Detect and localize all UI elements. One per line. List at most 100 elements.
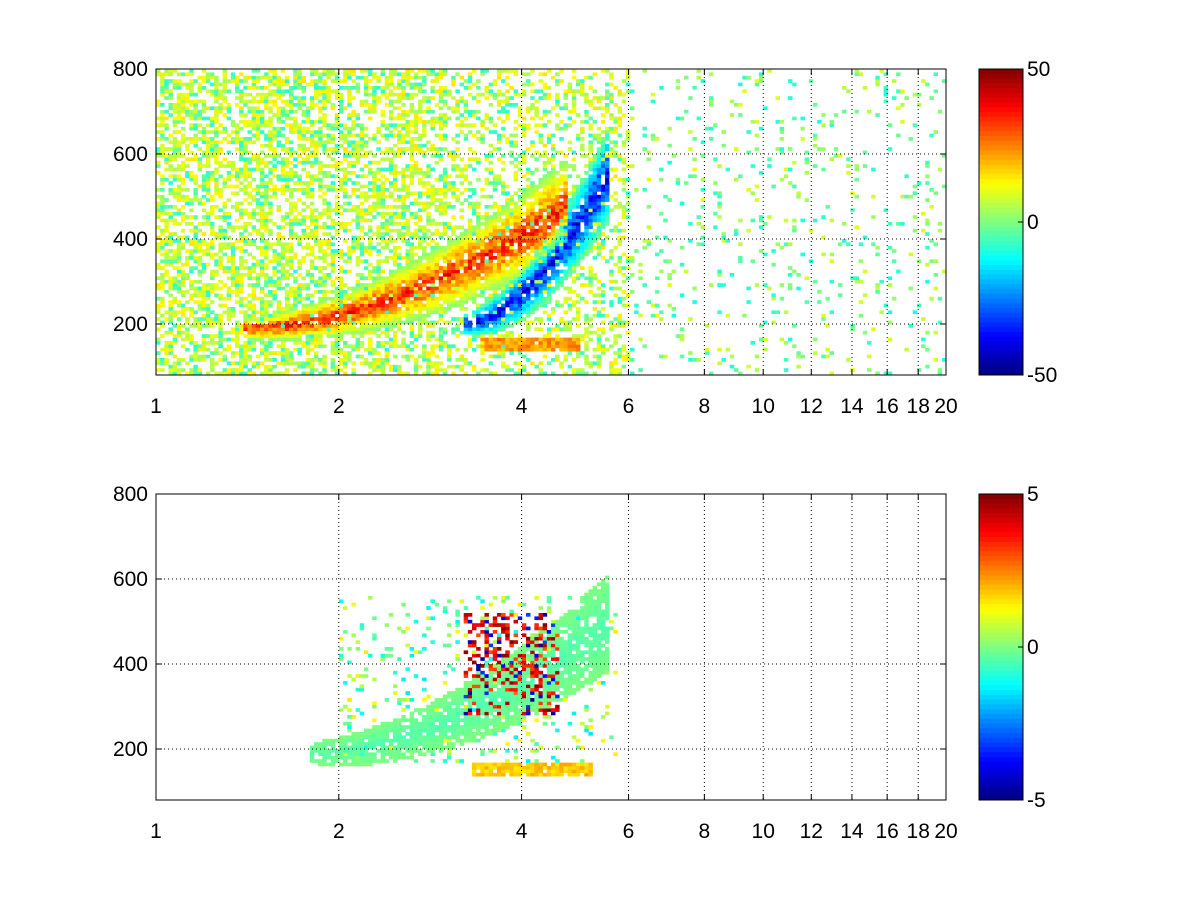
heatmap-cell (156, 341, 161, 345)
heatmap-cell (530, 239, 535, 243)
heatmap-cell (484, 324, 489, 328)
heatmap-cell (322, 103, 327, 107)
heatmap-cell (247, 211, 252, 216)
heatmap-cell (513, 252, 519, 257)
heatmap-cell (492, 256, 498, 260)
heatmap-cell (189, 252, 194, 257)
heatmap-cell (226, 184, 232, 189)
heatmap-cell (235, 75, 240, 80)
heatmap-cell (338, 205, 344, 209)
heatmap-cell (438, 147, 444, 151)
heatmap-cell (297, 300, 302, 304)
heatmap-cell (434, 303, 440, 308)
heatmap-cell (438, 198, 444, 202)
heatmap-cell (160, 116, 165, 121)
heatmap-cell (422, 79, 427, 83)
heatmap-cell (176, 167, 182, 172)
heatmap-cell (193, 371, 198, 376)
heatmap-cell (247, 92, 252, 97)
heatmap-cell (476, 334, 481, 338)
heatmap-cell (289, 293, 294, 298)
heatmap-cell (488, 89, 494, 94)
heatmap-cell (476, 269, 481, 274)
heatmap-cell (513, 266, 519, 270)
heatmap-cell (467, 242, 473, 247)
heatmap-cell (176, 113, 182, 117)
heatmap-cell (301, 371, 306, 376)
heatmap-cell (172, 194, 178, 199)
heatmap-cell (189, 123, 194, 128)
heatmap-cell (243, 358, 248, 362)
heatmap-cell (376, 344, 381, 349)
heatmap-cell (488, 215, 494, 219)
heatmap-cell (393, 324, 398, 328)
heatmap-cell (280, 324, 286, 328)
heatmap-cell (530, 242, 535, 247)
heatmap-cell (447, 106, 452, 111)
heatmap-cell (289, 96, 294, 100)
heatmap-cell (530, 235, 535, 240)
heatmap-cell (534, 293, 539, 298)
heatmap-cell (492, 262, 498, 267)
heatmap-cell (156, 201, 161, 206)
heatmap-cell (484, 245, 489, 250)
heatmap-cell (180, 324, 186, 328)
heatmap-cell (513, 256, 519, 260)
heatmap-cell (338, 137, 344, 141)
heatmap-cell (201, 79, 207, 83)
heatmap-cell (530, 283, 535, 287)
heatmap-cell (505, 69, 510, 73)
heatmap-cell (189, 222, 194, 226)
heatmap-cell (397, 228, 402, 233)
heatmap-cell (264, 368, 269, 372)
heatmap-cell (505, 99, 510, 104)
heatmap-cell (280, 354, 286, 359)
heatmap-cell (430, 256, 435, 260)
heatmap-cell (239, 310, 244, 315)
heatmap-cell (409, 191, 415, 196)
heatmap-cell (314, 140, 319, 145)
heatmap-cell (530, 82, 535, 87)
heatmap-cell (251, 262, 257, 267)
heatmap-cell (156, 283, 161, 287)
heatmap-cell (438, 307, 444, 311)
heatmap-cell (542, 245, 548, 250)
heatmap-cell (463, 293, 469, 298)
heatmap-cell (251, 334, 257, 338)
heatmap-cell (239, 245, 244, 250)
heatmap-cell (160, 361, 165, 366)
heatmap-cell (492, 279, 498, 284)
heatmap-cell (214, 252, 219, 257)
heatmap-cell (451, 191, 456, 196)
heatmap-cell (189, 269, 194, 274)
heatmap-cell (509, 276, 514, 281)
heatmap-cell (405, 344, 410, 349)
heatmap-cell (338, 188, 344, 192)
heatmap-cell (447, 188, 452, 192)
heatmap-cell (455, 262, 460, 267)
heatmap-cell (538, 232, 543, 236)
heatmap-cell (534, 157, 539, 162)
heatmap-cell (280, 184, 286, 189)
heatmap-cell (538, 211, 543, 216)
heatmap-cell (430, 222, 435, 226)
heatmap-cell (451, 96, 456, 100)
heatmap-cell (480, 341, 485, 345)
heatmap-cell (480, 194, 485, 199)
heatmap-cell (505, 313, 510, 318)
heatmap-cell (193, 123, 198, 128)
heatmap-cell (264, 120, 269, 124)
heatmap-cell (160, 150, 165, 155)
heatmap-cell (251, 371, 257, 376)
heatmap-cell (434, 320, 440, 325)
heatmap-cell (189, 215, 194, 219)
heatmap-cell (355, 188, 361, 192)
heatmap-cell (384, 279, 390, 284)
heatmap-cell (434, 245, 440, 250)
heatmap-cell (197, 368, 203, 372)
heatmap-cell (280, 106, 286, 111)
heatmap-cell (526, 341, 531, 345)
heatmap-cell (193, 133, 198, 138)
heatmap-cell (164, 259, 169, 264)
heatmap-cell (542, 252, 548, 257)
